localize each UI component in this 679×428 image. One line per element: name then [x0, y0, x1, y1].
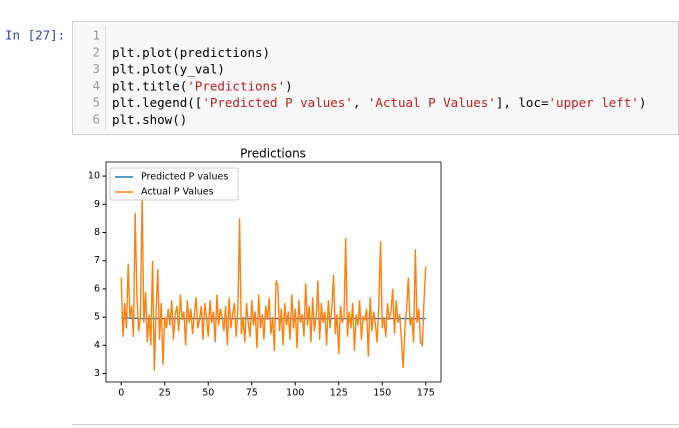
- y-tick-label: 5: [94, 312, 100, 323]
- code-line: plt.show(): [112, 112, 187, 127]
- code-token: plt.legend([: [112, 95, 202, 110]
- x-tick-label: 150: [373, 388, 391, 399]
- code-token: plt.plot(y_val): [112, 61, 225, 76]
- code-token: plt.title(: [112, 78, 187, 93]
- y-tick-label: 10: [88, 171, 100, 182]
- legend-box: [109, 167, 239, 201]
- axes-frame: [105, 161, 442, 383]
- string-literal: 'upper left': [549, 95, 639, 110]
- y-tick-label: 6: [94, 283, 100, 294]
- code-line: plt.plot(y_val): [112, 61, 225, 76]
- code-token: plt.plot(predictions): [112, 44, 270, 59]
- code-line: plt.title('Predictions'): [112, 78, 293, 93]
- y-tick-label: 3: [94, 368, 100, 379]
- line-number: 4: [92, 78, 100, 93]
- y-tick-label: 8: [94, 227, 100, 238]
- code-cell[interactable]: [72, 21, 679, 135]
- prompt: In [27]:: [5, 28, 65, 43]
- code-token: ], loc=: [496, 95, 549, 110]
- code-line: plt.plot(predictions): [112, 44, 270, 59]
- x-tick-label: 100: [286, 388, 304, 399]
- string-literal: 'Predicted P values': [202, 95, 353, 110]
- x-tick-label: 0: [118, 388, 124, 399]
- chart-title: Predictions: [240, 147, 306, 161]
- code-token: ): [639, 95, 647, 110]
- code-token: plt.show(): [112, 112, 187, 127]
- y-tick-label: 9: [94, 199, 100, 210]
- line-number: 5: [92, 95, 100, 110]
- legend-label: Predicted P values: [141, 172, 228, 183]
- x-tick-label: 25: [159, 388, 171, 399]
- code-token: ,: [353, 95, 368, 110]
- x-tick-label: 75: [246, 388, 258, 399]
- code-token: ): [285, 78, 293, 93]
- legend-label: Actual P Values: [141, 187, 214, 198]
- y-tick-label: 4: [94, 340, 100, 351]
- line-number: 6: [92, 112, 100, 127]
- series-line: [120, 198, 427, 371]
- line-number: 2: [92, 44, 100, 59]
- code-line: plt.legend(['Predicted P values', 'Actua…: [112, 95, 646, 110]
- line-number: 1: [92, 28, 100, 43]
- string-literal: 'Actual P Values': [368, 95, 496, 110]
- string-literal: 'Predictions': [187, 78, 285, 93]
- x-tick-label: 175: [417, 388, 435, 399]
- line-number: 3: [92, 61, 100, 76]
- y-tick-label: 7: [94, 255, 100, 266]
- x-tick-label: 50: [202, 388, 214, 399]
- x-tick-label: 125: [330, 388, 348, 399]
